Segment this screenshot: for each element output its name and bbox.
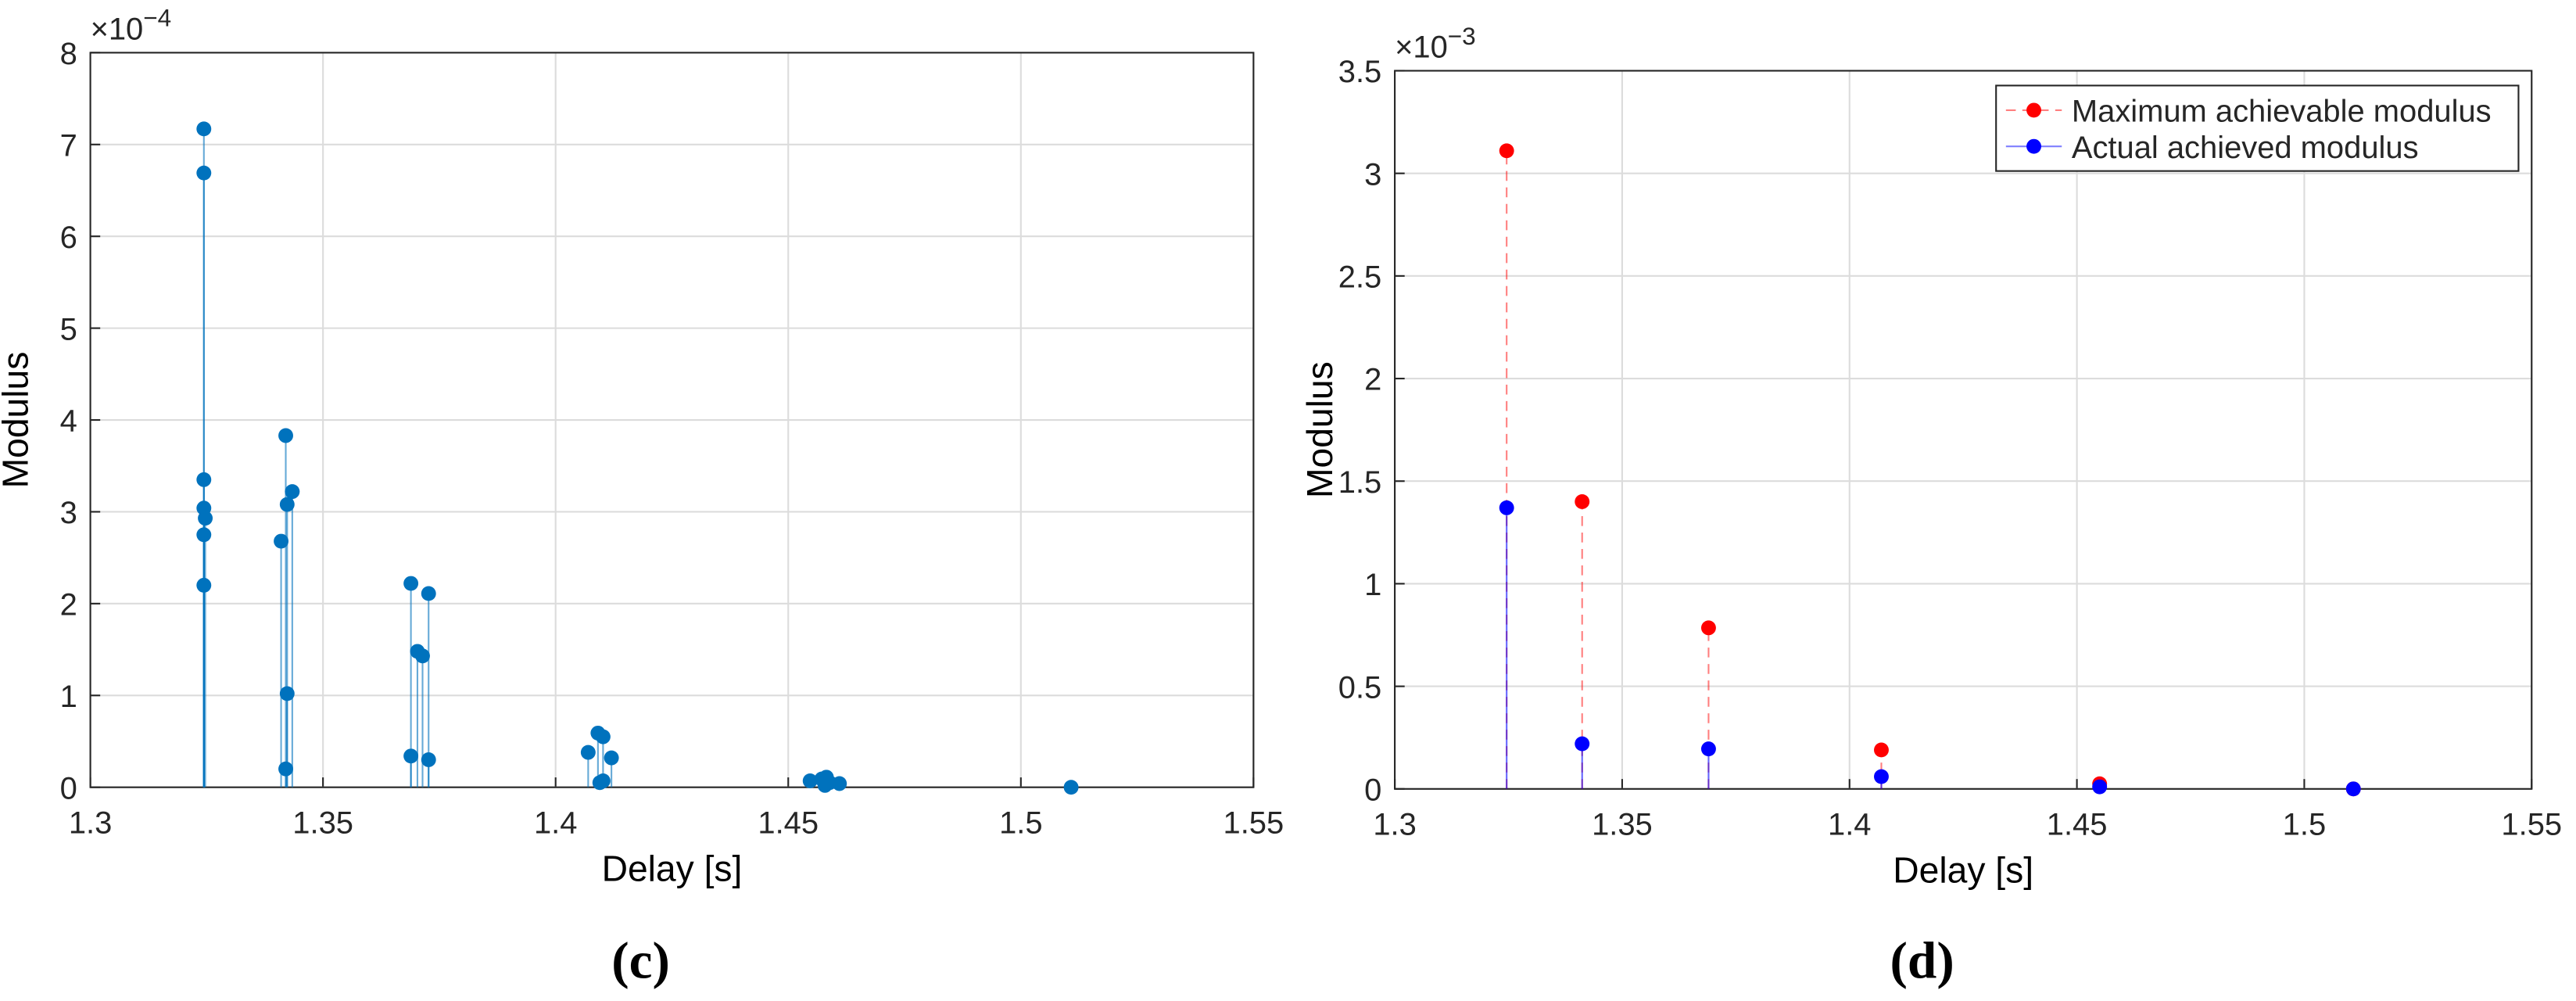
stem-marker bbox=[196, 121, 212, 137]
x-tick-label: 1.3 bbox=[1373, 808, 1416, 842]
stem-marker bbox=[279, 497, 295, 512]
stem-marker bbox=[595, 729, 611, 744]
caption: (c) bbox=[611, 931, 670, 989]
stem-marker bbox=[278, 428, 293, 443]
axes-box bbox=[89, 52, 1255, 788]
y-tick-label: 0 bbox=[60, 771, 77, 805]
y-multiplier: ×10−4 bbox=[91, 4, 172, 47]
x-tick-label: 1.3 bbox=[69, 806, 112, 841]
x-tick-label: 1.4 bbox=[534, 806, 577, 841]
stem-marker bbox=[415, 648, 430, 664]
x-tick-label: 1.4 bbox=[1828, 808, 1871, 842]
legend bbox=[1995, 84, 2520, 172]
y-multiplier: ×10−3 bbox=[1395, 22, 1476, 65]
stem-marker bbox=[1575, 494, 1590, 509]
y-exponent: −3 bbox=[1448, 22, 1476, 50]
stem-marker bbox=[278, 761, 293, 777]
y-tick-label: 0.5 bbox=[1338, 670, 1381, 705]
axes-box bbox=[1394, 70, 2533, 790]
stem-marker bbox=[580, 744, 596, 760]
stem-marker bbox=[2345, 781, 2361, 797]
y-tick-label: 2.5 bbox=[1338, 260, 1381, 295]
stem-marker bbox=[196, 527, 212, 543]
x-tick-label: 1.5 bbox=[2283, 808, 2326, 842]
legend-marker bbox=[2026, 102, 2041, 118]
stem-marker bbox=[421, 752, 436, 767]
y-tick-label: 1 bbox=[60, 680, 77, 714]
y-tick-label: 6 bbox=[60, 221, 77, 255]
stem-marker bbox=[2092, 779, 2108, 795]
y-tick-label: 3 bbox=[1364, 157, 1381, 192]
stem-marker bbox=[198, 511, 213, 526]
stem-marker bbox=[1874, 742, 1889, 758]
legend-label: Actual achieved modulus bbox=[2072, 131, 2419, 165]
stem-marker bbox=[1874, 769, 1889, 784]
stem-marker bbox=[196, 472, 212, 487]
x-tick-label: 1.35 bbox=[1592, 808, 1653, 842]
legend-marker bbox=[2026, 138, 2041, 154]
x-tick-label: 1.45 bbox=[2047, 808, 2108, 842]
y-tick-label: 1.5 bbox=[1338, 465, 1381, 500]
caption: (d) bbox=[1890, 931, 1954, 989]
stem-marker bbox=[274, 533, 289, 549]
stem-marker bbox=[1063, 780, 1079, 795]
x-tick-label: 1.45 bbox=[758, 806, 819, 841]
stem-marker bbox=[196, 577, 212, 593]
y-tick-label: 8 bbox=[60, 37, 77, 71]
stem-marker bbox=[802, 773, 818, 788]
legend-label: Maximum achievable modulus bbox=[2072, 95, 2492, 129]
x-axis-label: Delay [s] bbox=[1893, 850, 2033, 891]
y-axis-label: Modulus bbox=[0, 352, 36, 489]
y-tick-label: 0 bbox=[1364, 773, 1381, 808]
y-tick-label: 2 bbox=[60, 588, 77, 622]
stem-marker bbox=[1700, 620, 1716, 636]
stem-marker bbox=[604, 750, 619, 766]
stem-marker bbox=[1700, 741, 1716, 757]
x-tick-label: 1.55 bbox=[1224, 806, 1284, 841]
stem-marker bbox=[403, 576, 419, 591]
stem-marker bbox=[403, 748, 419, 764]
x-axis-label: Delay [s] bbox=[602, 848, 743, 888]
y-tick-label: 1 bbox=[1364, 568, 1381, 602]
stem-marker bbox=[421, 586, 436, 601]
y-tick-label: 2 bbox=[1364, 363, 1381, 397]
stem-marker bbox=[595, 773, 611, 788]
stem-marker bbox=[832, 776, 847, 791]
plot-area bbox=[1395, 70, 2532, 789]
x-tick-label: 1.5 bbox=[999, 806, 1042, 841]
y-tick-label: 3 bbox=[60, 496, 77, 530]
y-exponent: −4 bbox=[143, 4, 171, 32]
stem-marker bbox=[1499, 143, 1514, 159]
stem-marker bbox=[279, 686, 295, 701]
y-tick-label: 5 bbox=[60, 312, 77, 346]
y-tick-label: 3.5 bbox=[1338, 55, 1381, 89]
stem-marker bbox=[1499, 500, 1514, 515]
y-axis-label: Modulus bbox=[1299, 361, 1340, 498]
x-tick-label: 1.35 bbox=[292, 806, 353, 841]
stem-marker bbox=[1575, 736, 1590, 752]
y-tick-label: 7 bbox=[60, 128, 77, 163]
stem-marker bbox=[196, 165, 212, 181]
y-tick-label: 4 bbox=[60, 404, 77, 439]
x-tick-label: 1.55 bbox=[2501, 808, 2562, 842]
stem-marker bbox=[285, 484, 300, 500]
